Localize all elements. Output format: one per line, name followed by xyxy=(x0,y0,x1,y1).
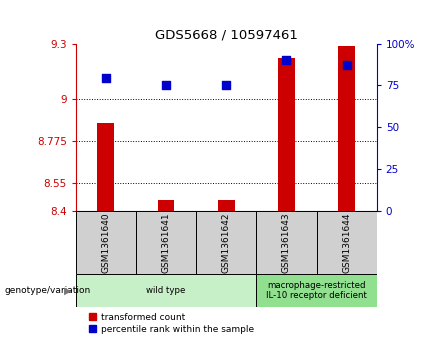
Bar xyxy=(158,200,174,211)
Bar xyxy=(256,211,317,274)
Point xyxy=(163,82,170,88)
Title: GDS5668 / 10597461: GDS5668 / 10597461 xyxy=(155,28,297,41)
Bar xyxy=(317,211,377,274)
Text: GSM1361640: GSM1361640 xyxy=(101,212,110,273)
Point xyxy=(343,62,350,68)
Text: macrophage-restricted
IL-10 receptor deficient: macrophage-restricted IL-10 receptor def… xyxy=(266,281,367,300)
Point xyxy=(283,57,290,63)
Text: GSM1361641: GSM1361641 xyxy=(162,212,171,273)
Point xyxy=(102,75,109,81)
Bar xyxy=(76,211,136,274)
Text: GSM1361642: GSM1361642 xyxy=(222,212,231,273)
Bar xyxy=(76,274,256,307)
Text: GSM1361644: GSM1361644 xyxy=(342,212,351,273)
Text: ▶: ▶ xyxy=(64,285,71,295)
Legend: transformed count, percentile rank within the sample: transformed count, percentile rank withi… xyxy=(89,313,254,334)
Bar xyxy=(256,274,377,307)
Text: wild type: wild type xyxy=(146,286,186,295)
Bar xyxy=(278,58,295,211)
Bar xyxy=(196,211,256,274)
Bar xyxy=(338,46,355,211)
Text: genotype/variation: genotype/variation xyxy=(4,286,90,295)
Bar xyxy=(218,200,235,211)
Text: GSM1361643: GSM1361643 xyxy=(282,212,291,273)
Point xyxy=(223,82,229,88)
Bar xyxy=(97,123,114,211)
Bar xyxy=(136,211,196,274)
